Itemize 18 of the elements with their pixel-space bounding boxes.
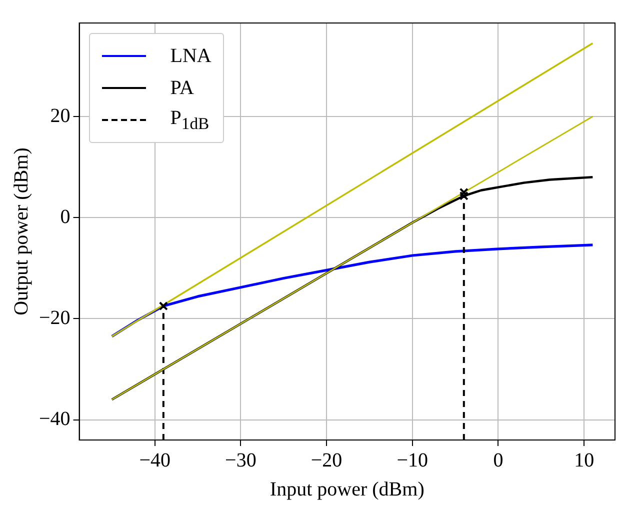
point [459,191,468,200]
x-tick-label: −10 [396,449,428,472]
x-axis-title: Input power (dBm) [270,478,424,500]
legend-label: LNA [170,44,212,68]
y-axis-title: Output power (dBm) [10,148,32,316]
x-tick-label: 10 [574,449,594,472]
legend-label: P$_{1dB}$ [170,106,210,134]
y-tick-label: 20 [50,104,70,127]
x-tick-label: −20 [310,449,342,472]
legend-label: PA [170,76,194,100]
y-tick-label: 0 [60,206,70,228]
y-tick-label: −40 [39,408,70,430]
x-tick-label: 0 [493,449,504,472]
x-tick-label: −40 [139,449,170,472]
y-tick-label: −20 [39,306,70,329]
point [158,302,168,311]
point [459,188,468,197]
x-tick-label: −30 [225,449,256,472]
